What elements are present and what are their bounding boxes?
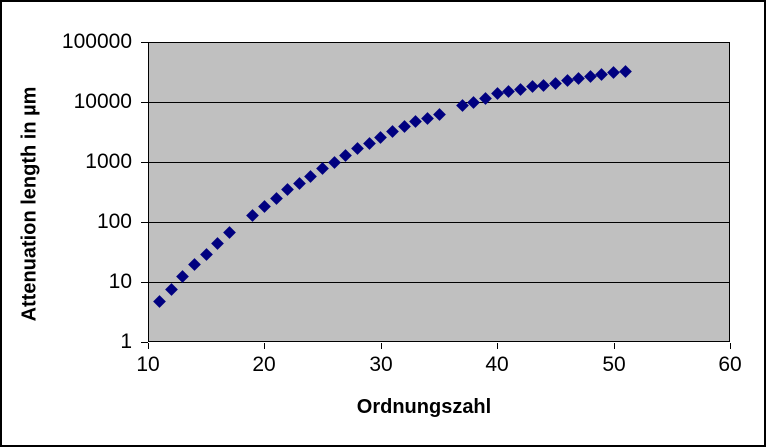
y-gridline bbox=[149, 282, 730, 283]
y-tick-label: 10 bbox=[108, 270, 132, 293]
y-tick-label: 100000 bbox=[61, 30, 132, 53]
y-gridline bbox=[149, 222, 730, 223]
y-tick-mark bbox=[141, 342, 148, 343]
x-tick-label: 40 bbox=[485, 353, 509, 376]
y-tick-label: 1 bbox=[120, 330, 132, 353]
x-tick-mark bbox=[730, 343, 731, 349]
plot-area bbox=[148, 42, 730, 342]
y-tick-mark bbox=[141, 162, 148, 163]
y-tick-mark bbox=[141, 222, 148, 223]
y-tick-label: 1000 bbox=[85, 150, 132, 173]
y-axis-title: Attenuation length in µm bbox=[18, 86, 41, 322]
y-tick-mark bbox=[141, 282, 148, 283]
y-tick-label: 10000 bbox=[73, 90, 132, 113]
y-gridline bbox=[149, 102, 730, 103]
y-tick-mark bbox=[141, 42, 148, 43]
x-tick-mark bbox=[148, 343, 149, 349]
x-tick-label: 30 bbox=[369, 353, 393, 376]
y-tick-label: 100 bbox=[96, 210, 132, 233]
x-axis-title: Ordnungszahl bbox=[356, 396, 492, 418]
x-tick-mark bbox=[497, 343, 498, 349]
x-tick-label: 10 bbox=[136, 353, 160, 376]
x-tick-mark bbox=[614, 343, 615, 349]
x-tick-label: 50 bbox=[602, 353, 626, 376]
x-tick-mark bbox=[381, 343, 382, 349]
x-tick-label: 60 bbox=[718, 353, 742, 376]
y-tick-mark bbox=[141, 102, 148, 103]
y-gridline bbox=[149, 162, 730, 163]
x-tick-mark bbox=[264, 343, 265, 349]
x-tick-label: 20 bbox=[252, 353, 276, 376]
